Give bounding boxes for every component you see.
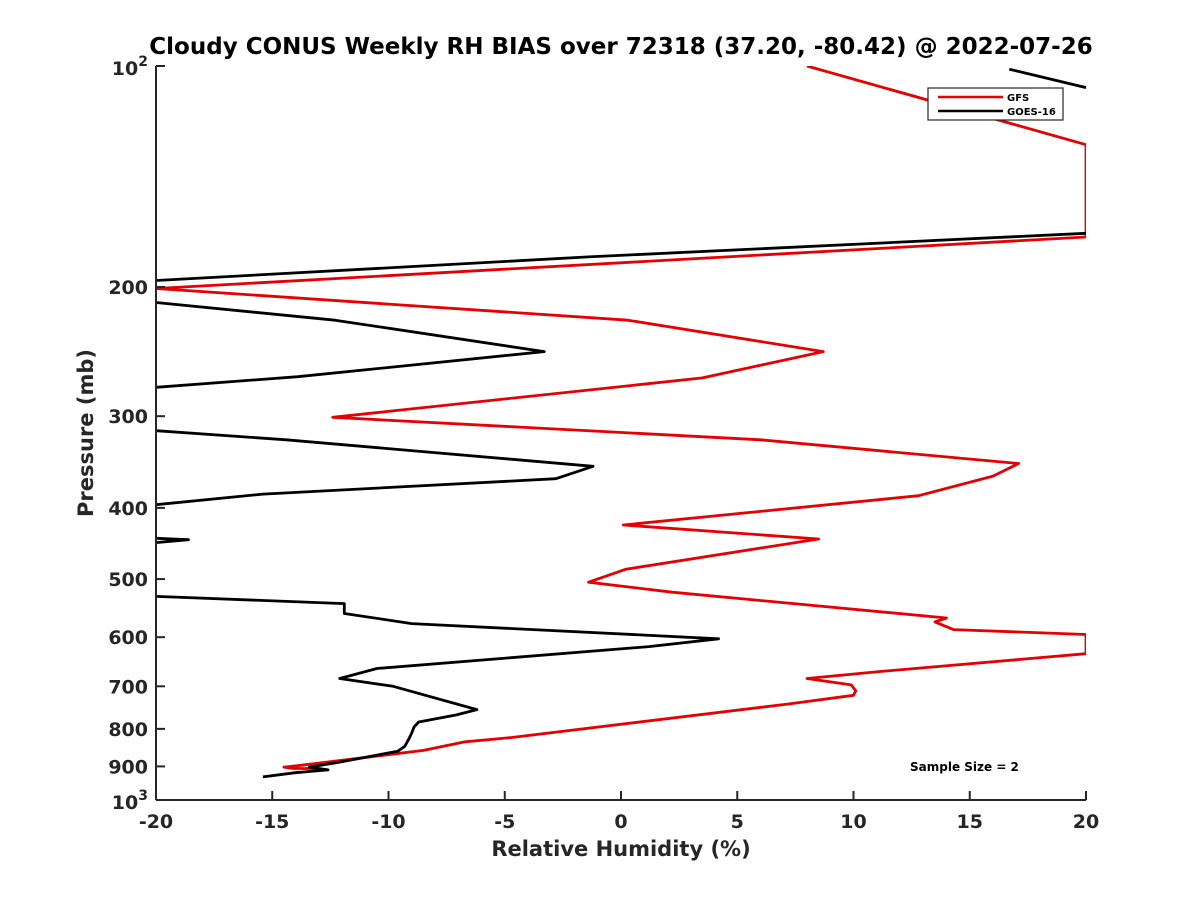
legend-label-gfs: GFS	[1007, 93, 1029, 104]
x-tick-label: -5	[494, 811, 515, 833]
x-tick-label: -15	[255, 811, 289, 833]
x-tick-label: 5	[731, 811, 744, 833]
y-tick-label: 700	[108, 676, 148, 698]
axis-ticks: -20 -15 -10 -5 0 5 10 15 20 200 300 400 500 600 700 800…	[108, 54, 1099, 833]
series-line-gfs	[156, 66, 1086, 772]
y-tick-label: 400	[108, 498, 148, 520]
x-tick-label: 10	[840, 811, 866, 833]
legend: GFS GOES-16	[927, 87, 1064, 121]
y-tick-label-power: 102	[112, 54, 148, 80]
y-axis-label: Pressure (mb)	[74, 349, 98, 517]
plot-area	[156, 66, 1086, 779]
x-axis-label: Relative Humidity (%)	[491, 837, 750, 861]
y-tick-label: 900	[108, 756, 148, 778]
x-tick-label: -20	[139, 811, 173, 833]
y-tick-label-power: 103	[112, 788, 148, 814]
x-tick-label: -10	[371, 811, 405, 833]
series-line-goes-16	[156, 67, 1086, 779]
y-tick-label: 800	[108, 719, 148, 741]
legend-box	[927, 87, 1064, 121]
y-tick-label: 600	[108, 627, 148, 649]
y-tick-label: 300	[108, 406, 148, 428]
chart-title: Cloudy CONUS Weekly RH BIAS over 72318 (…	[149, 34, 1092, 60]
x-tick-label: 0	[614, 811, 627, 833]
y-tick-label: 500	[108, 569, 148, 591]
legend-label-goes16: GOES-16	[1007, 107, 1056, 118]
y-tick-label: 200	[108, 277, 148, 299]
sample-size-annotation: Sample Size = 2	[910, 760, 1019, 774]
x-tick-label: 20	[1073, 811, 1099, 833]
x-tick-label: 15	[957, 811, 983, 833]
